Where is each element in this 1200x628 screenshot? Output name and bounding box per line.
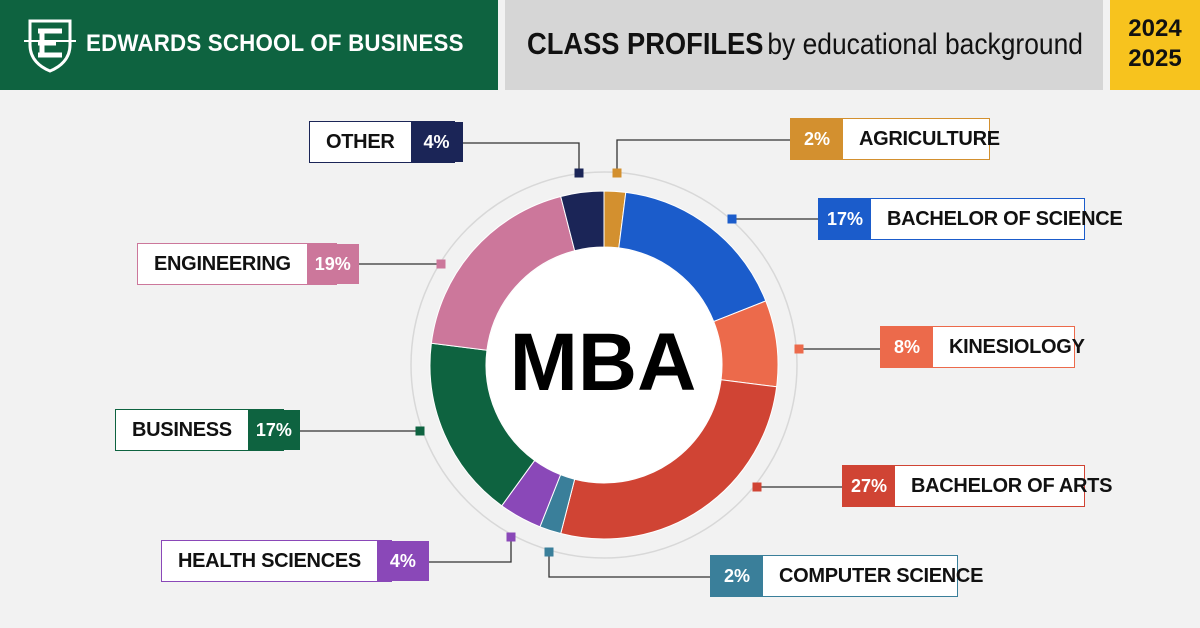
donut-hole [486,247,722,483]
data-label-name-other: OTHER [326,130,395,153]
title-bar: CLASS PROFILES by educational background [505,0,1103,90]
label-bachelor-of-science: 17% BACHELOR OF SCIENCE [818,198,1123,240]
page-title: CLASS PROFILES by educational background [527,26,1083,62]
year-start: 2024 [1128,15,1182,42]
connector-dot-engineering [436,259,446,269]
connector-dot-bachelor-of-science [727,214,737,224]
data-label-name-agriculture: AGRICULTURE [859,127,1000,150]
year-end: 2025 [1128,45,1182,72]
data-label-pct-bachelor-of-science: 17% [819,199,871,239]
label-computer-science: 2% COMPUTER SCIENCE [710,555,983,597]
connector-dot-kinesiology [794,344,804,354]
data-label-name-bachelor-of-arts: BACHELOR OF ARTS [911,474,1113,497]
page-title-sub: by educational background [767,28,1083,61]
connector-line-other [455,142,580,173]
connector-line-computer-science [548,552,710,578]
data-label-name-business: BUSINESS [132,418,232,441]
data-label-name-kinesiology: KINESIOLOGY [949,335,1085,358]
data-label-pct-computer-science: 2% [711,556,763,596]
data-label-pct-other: 4% [410,122,463,162]
brand-bar: EDWARDS SCHOOL OF BUSINESS [0,0,498,90]
page-title-main: CLASS PROFILES [527,26,764,61]
data-label-name-engineering: ENGINEERING [154,252,291,275]
data-label-pct-business: 17% [247,410,300,450]
label-agriculture: 2% AGRICULTURE [790,118,1000,160]
label-engineering: ENGINEERING 19% [137,243,359,285]
connector-dot-business [415,426,425,436]
connector-dot-other [574,168,584,178]
donut-slice-other [560,190,605,252]
data-label-pct-kinesiology: 8% [881,327,933,367]
data-label-name-computer-science: COMPUTER SCIENCE [779,564,984,587]
data-label-name-health-sciences: HEALTH SCIENCES [178,549,361,572]
donut-outer-ring [410,171,798,559]
connector-dot-computer-science [544,547,554,557]
brand-name: EDWARDS SCHOOL OF BUSINESS [86,30,464,57]
donut-chart [284,139,880,578]
connector-dot-health-sciences [506,532,516,542]
connector-line-health-sciences [392,537,512,563]
connector-dot-bachelor-of-arts [752,482,762,492]
chart-center-label: MBA [509,317,697,408]
label-bachelor-of-arts: 27% BACHELOR OF ARTS [842,465,1112,507]
data-label-pct-bachelor-of-arts: 27% [843,466,895,506]
data-label-pct-agriculture: 2% [791,119,843,159]
connector-dot-agriculture [612,168,622,178]
data-label-name-bachelor-of-science: BACHELOR OF SCIENCE [887,207,1123,230]
data-label-pct-engineering: 19% [306,244,359,284]
edwards-e-shield-logo-icon [24,19,76,73]
label-business: BUSINESS 17% [115,409,300,451]
label-kinesiology: 8% KINESIOLOGY [880,326,1085,368]
connector-line-agriculture [616,139,790,173]
label-other: OTHER 4% [309,121,463,163]
year-badge: 2024 2025 [1110,0,1200,90]
data-label-pct-health-sciences: 4% [376,541,429,581]
label-health-sciences: HEALTH SCIENCES 4% [161,540,429,582]
